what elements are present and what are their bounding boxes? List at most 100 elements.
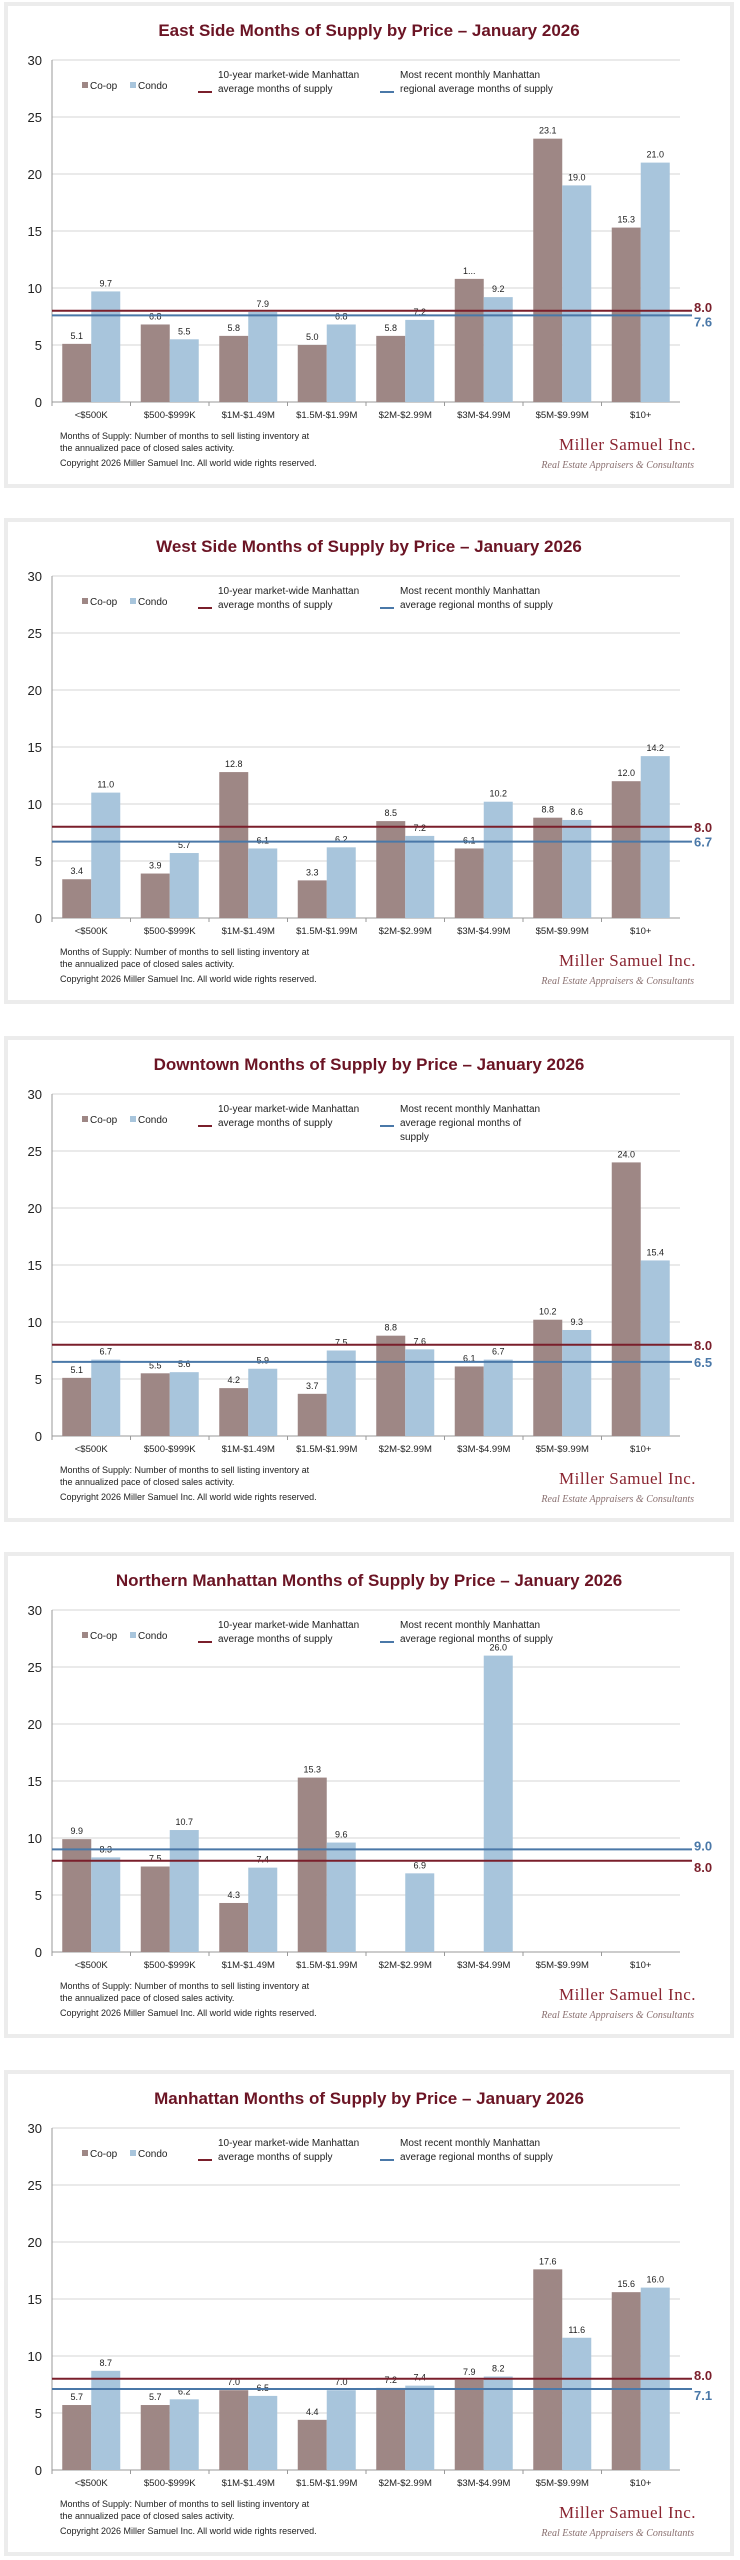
chart-card-east-side: East Side Months of Supply by Price – Ja… (4, 2, 734, 488)
data-label: 10.2 (489, 789, 507, 799)
legend-condo-swatch (130, 1116, 136, 1122)
legend-coop-swatch (82, 82, 88, 88)
footnote-definition: the annualized pace of closed sales acti… (60, 959, 234, 969)
y-tick-label: 0 (35, 1945, 42, 1960)
coop-bar (611, 781, 641, 918)
legend-condo-swatch (130, 1632, 136, 1638)
legend-line-label: supply (400, 1132, 429, 1143)
condo-bar (562, 819, 592, 918)
coop-bar (611, 1162, 641, 1436)
y-tick-label: 0 (35, 395, 42, 410)
condo-bar (326, 1842, 356, 1952)
y-tick-label: 10 (28, 1315, 42, 1330)
reference-line-value: 8.0 (694, 1860, 712, 1875)
chart-west-side: West Side Months of Supply by Price – Ja… (28, 537, 713, 987)
legend-coop-label: Co-op (90, 597, 118, 608)
x-tick-label: $3M-$4.99M (457, 926, 510, 937)
legend-line-label: Most recent monthly Manhattan (400, 70, 540, 81)
data-label: 6.8 (149, 311, 162, 321)
data-label: 9.7 (99, 278, 112, 288)
footnote-definition: the annualized pace of closed sales acti… (60, 443, 234, 453)
coop-bar (297, 1393, 327, 1436)
x-tick-label: $3M-$4.99M (457, 1444, 510, 1455)
data-label: 8.8 (384, 1323, 397, 1333)
data-label: 14.2 (646, 743, 664, 753)
data-label: 26.0 (489, 1643, 507, 1653)
chart-title: West Side Months of Supply by Price – Ja… (156, 537, 582, 556)
data-label: 6.7 (492, 1347, 505, 1357)
data-label: 12.0 (617, 768, 635, 778)
company-logo-name: Miller Samuel Inc. (559, 435, 696, 454)
x-tick-label: $1M-$1.49M (222, 926, 275, 937)
data-label: 7.4 (413, 2373, 426, 2383)
chart-title: Northern Manhattan Months of Supply by P… (116, 1571, 622, 1590)
data-label: 15.6 (617, 2279, 635, 2289)
condo-bar (483, 801, 513, 918)
legend-coop-label: Co-op (90, 2149, 118, 2160)
y-tick-label: 30 (28, 1087, 42, 1102)
y-tick-label: 0 (35, 1429, 42, 1444)
x-tick-label: $5M-$9.99M (536, 1444, 589, 1455)
legend-coop-swatch (82, 1632, 88, 1638)
data-label: 7.2 (413, 307, 426, 317)
legend-condo-swatch (130, 2150, 136, 2156)
footnote-definition: the annualized pace of closed sales acti… (60, 1993, 234, 2003)
condo-bar (248, 1867, 278, 1952)
coop-bar (219, 2390, 249, 2470)
y-tick-label: 20 (28, 2235, 42, 2250)
legend-coop-label: Co-op (90, 81, 118, 92)
condo-bar (248, 848, 278, 918)
legend-line-label: 10-year market-wide Manhattan (218, 1620, 359, 1631)
legend-line-label: average regional months of supply (400, 1634, 553, 1645)
data-label: 6.9 (413, 1860, 426, 1870)
copyright-text: Copyright 2026 Miller Samuel Inc. All wo… (60, 2008, 317, 2018)
condo-bar (640, 1260, 670, 1436)
data-label: 6.8 (335, 311, 348, 321)
reference-line-value: 7.6 (694, 314, 712, 329)
coop-bar (62, 1377, 92, 1436)
data-label: 9.6 (335, 1830, 348, 1840)
x-tick-label: $500-$999K (144, 926, 196, 937)
condo-bar (248, 2395, 278, 2470)
legend-coop-label: Co-op (90, 1115, 118, 1126)
coop-bar (140, 1866, 170, 1952)
y-tick-label: 15 (28, 1774, 42, 1789)
company-logo-tagline: Real Estate Appraisers & Consultants (540, 1494, 694, 1505)
data-label: 1... (463, 266, 476, 276)
coop-bar (611, 2292, 641, 2470)
data-label: 3.4 (70, 866, 83, 876)
data-label: 6.5 (256, 2383, 269, 2393)
x-tick-label: $2M-$2.99M (379, 926, 432, 937)
x-tick-label: <$500K (75, 1444, 109, 1455)
coop-bar (533, 2269, 563, 2470)
legend-line-label: Most recent monthly Manhattan (400, 586, 540, 597)
condo-bar (405, 1349, 435, 1436)
data-label: 5.5 (149, 1360, 162, 1370)
condo-bar (169, 1830, 199, 1952)
y-tick-label: 25 (28, 110, 42, 125)
data-label: 12.8 (225, 759, 243, 769)
coop-bar (297, 1777, 327, 1952)
data-label: 9.2 (492, 284, 505, 294)
condo-bar (91, 291, 121, 402)
y-tick-label: 10 (28, 797, 42, 812)
legend-line-label: Most recent monthly Manhattan (400, 1620, 540, 1631)
legend-line-label: regional average months of supply (400, 84, 553, 95)
y-tick-label: 0 (35, 911, 42, 926)
reference-line-value: 8.0 (694, 820, 712, 835)
condo-bar (640, 756, 670, 918)
x-tick-label: $2M-$2.99M (379, 410, 432, 421)
legend-line-label: average months of supply (218, 600, 333, 611)
coop-bar (62, 879, 92, 918)
legend-line-label: Most recent monthly Manhattan (400, 1104, 540, 1115)
data-label: 5.5 (178, 326, 191, 336)
coop-bar (376, 821, 406, 918)
coop-bar (533, 817, 563, 918)
footnote-definition: the annualized pace of closed sales acti… (60, 1477, 234, 1487)
chart-card-downtown: Downtown Months of Supply by Price – Jan… (4, 1036, 734, 1522)
legend-coop-swatch (82, 2150, 88, 2156)
y-tick-label: 20 (28, 167, 42, 182)
legend-line-label: average months of supply (218, 84, 333, 95)
data-label: 8.6 (570, 807, 583, 817)
data-label: 5.9 (256, 1356, 269, 1366)
